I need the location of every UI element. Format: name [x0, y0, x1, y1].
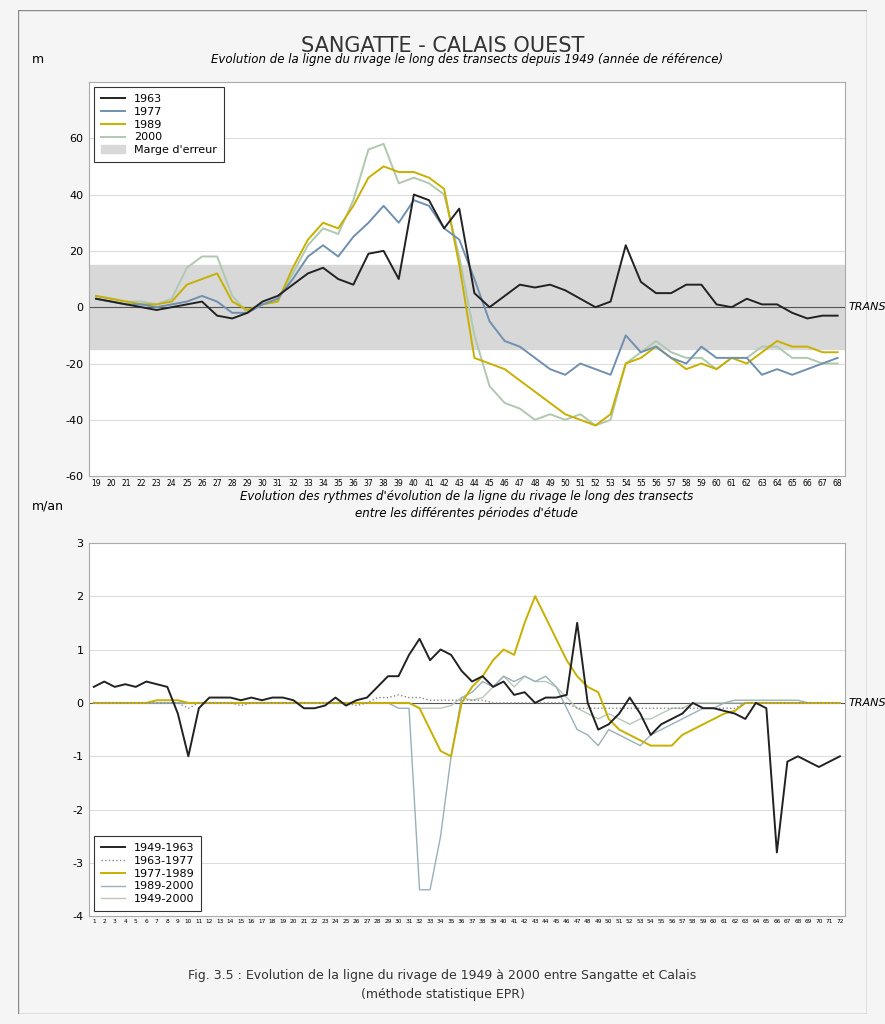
Text: SANGATTE - CALAIS OUEST: SANGATTE - CALAIS OUEST [301, 36, 584, 56]
Text: TRANSECT: TRANSECT [849, 698, 885, 708]
Text: m/an: m/an [32, 500, 64, 513]
Legend: 1949-1963, 1963-1977, 1977-1989, 1989-2000, 1949-2000: 1949-1963, 1963-1977, 1977-1989, 1989-20… [94, 837, 202, 911]
Text: TRANSECT: TRANSECT [849, 302, 885, 312]
Legend: 1963, 1977, 1989, 2000, Marge d'erreur: 1963, 1977, 1989, 2000, Marge d'erreur [94, 87, 224, 162]
Text: Fig. 3.5 : Evolution de la ligne du rivage de 1949 à 2000 entre Sangatte et Cala: Fig. 3.5 : Evolution de la ligne du riva… [189, 969, 696, 1001]
Bar [88, 265, 845, 349]
Text: Evolution de la ligne du rivage le long des transects depuis 1949 (année de réfé: Evolution de la ligne du rivage le long … [211, 53, 723, 67]
Text: m: m [32, 53, 44, 67]
Text: Evolution des rythmes d'évolution de la ligne du rivage le long des transects
en: Evolution des rythmes d'évolution de la … [240, 490, 694, 520]
